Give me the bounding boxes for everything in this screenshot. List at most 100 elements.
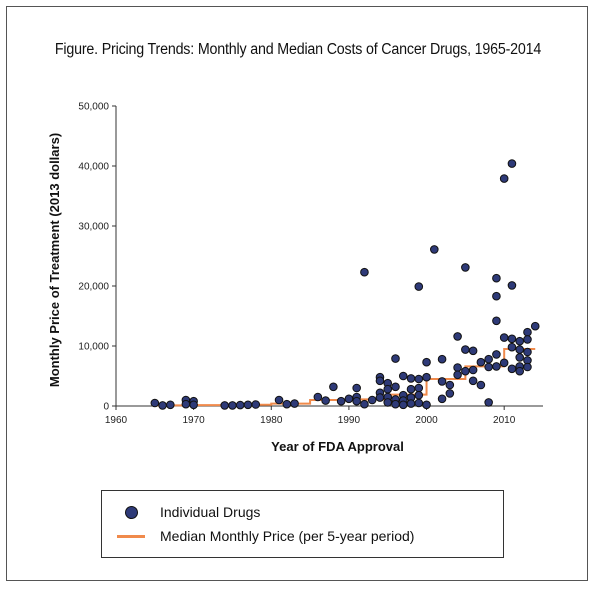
data-point [515, 336, 525, 346]
median-line-path [154, 348, 536, 407]
data-point [523, 327, 532, 337]
data-point [422, 400, 431, 410]
data-point [391, 382, 400, 392]
data-point [492, 350, 501, 359]
x-axis-label: Year of FDA Approval [271, 439, 404, 454]
data-point [367, 395, 377, 405]
data-point [414, 374, 424, 384]
data-point [282, 399, 292, 409]
data-point [499, 358, 509, 368]
data-point [492, 291, 501, 301]
data-point [484, 362, 493, 372]
data-point [445, 389, 455, 398]
dot-icon [124, 505, 138, 519]
data-point [391, 399, 400, 409]
data-point [406, 374, 416, 383]
data-point [507, 159, 517, 168]
data-point [523, 335, 532, 344]
legend-label: Median Monthly Price (per 5-year period) [160, 528, 415, 544]
data-point [507, 364, 517, 374]
data-point [476, 380, 486, 390]
data-point [352, 396, 361, 406]
data-point [360, 399, 369, 409]
data-point [181, 399, 191, 409]
scatter-chart: 0 10,000 20,000 30,000 40,000 50,000 1960 1970 1… [47, 102, 543, 455]
data-point [228, 401, 237, 410]
x-tick-label: 2010 [493, 415, 516, 426]
legend-item-individual-drugs: Individual Drugs [102, 502, 260, 522]
data-point [453, 370, 462, 380]
data-point [398, 400, 408, 410]
data-point [414, 282, 424, 291]
y-tick-label: 50,000 [78, 102, 109, 113]
data-points [150, 159, 540, 410]
data-point [189, 400, 198, 410]
data-point [515, 353, 525, 362]
figure-title: Figure. Pricing Trends: Monthly and Medi… [54, 41, 542, 58]
data-point [461, 263, 470, 272]
data-point [414, 383, 424, 393]
data-point [329, 382, 338, 392]
y-tick-label: 20,000 [78, 282, 109, 293]
data-point [437, 394, 447, 404]
data-point [492, 362, 501, 371]
data-point [344, 394, 354, 404]
x-tick-label: 1980 [260, 415, 283, 426]
data-point [437, 377, 447, 386]
data-point [507, 334, 517, 344]
data-point [453, 363, 462, 372]
data-point [499, 333, 509, 342]
y-tick-label: 40,000 [78, 162, 109, 173]
data-point [422, 372, 431, 382]
axis-labels: 0 10,000 20,000 30,000 40,000 50,000 1960 1970 1… [47, 102, 516, 455]
data-point [453, 332, 462, 341]
data-point [150, 398, 160, 408]
line-icon [117, 534, 145, 538]
data-point [383, 398, 393, 407]
y-tick-label: 30,000 [78, 222, 109, 233]
data-point [507, 342, 517, 352]
data-point [166, 400, 175, 410]
x-tick-label: 1970 [183, 415, 206, 426]
data-point [468, 365, 478, 375]
data-point [251, 400, 261, 409]
data-point [515, 366, 525, 376]
data-point [461, 345, 470, 354]
data-point [437, 354, 447, 364]
data-point [492, 273, 501, 283]
y-axis-label: Monthly Price of Treatment (2013 dollars… [47, 133, 62, 387]
data-point [158, 401, 167, 410]
data-point [492, 316, 501, 326]
data-point [383, 384, 393, 394]
data-point [414, 390, 424, 400]
x-tick-label: 1960 [105, 415, 128, 426]
legend-item-median-price: Median Monthly Price (per 5-year period) [102, 526, 414, 546]
data-point [499, 174, 509, 183]
data-point [468, 376, 478, 386]
data-point [530, 321, 540, 331]
data-point [391, 354, 400, 363]
data-point [430, 245, 439, 254]
x-tick-label: 1990 [338, 415, 361, 426]
data-point [484, 398, 493, 407]
data-point [461, 366, 470, 376]
data-point [290, 399, 299, 408]
data-point [515, 345, 525, 354]
data-point [360, 267, 369, 277]
data-point [243, 400, 253, 410]
data-point [406, 384, 416, 394]
data-point [406, 399, 416, 408]
data-point [274, 395, 284, 405]
y-tick-label: 10,000 [78, 342, 109, 353]
x-tick-label: 2000 [415, 415, 438, 426]
median-step-line [154, 348, 536, 407]
data-point [321, 396, 330, 405]
data-point [523, 362, 532, 372]
data-point [352, 383, 361, 393]
data-point [375, 376, 385, 386]
figure-frame: Figure. Pricing Trends: Monthly and Medi… [6, 6, 588, 581]
data-point [414, 398, 424, 408]
y-tick-label: 0 [103, 402, 109, 413]
data-point [313, 392, 323, 402]
data-point [336, 396, 346, 406]
